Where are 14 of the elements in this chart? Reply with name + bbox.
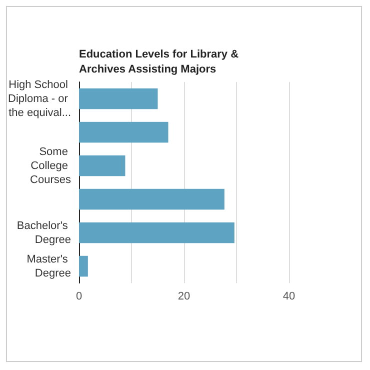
- y-tick-label: Bachelor's Degree: [16, 220, 71, 246]
- y-tick-label: Master's Degree: [26, 253, 71, 280]
- bar: [79, 222, 234, 244]
- chart-title: Education Levels for Library & Archives Assisting Majors: [79, 48, 242, 76]
- y-tick-label: High School Diploma - or the equival...: [8, 78, 71, 119]
- x-tick-label: 40: [282, 290, 296, 302]
- bar: [79, 188, 224, 210]
- bar: [79, 88, 158, 110]
- x-tick-label: 0: [76, 290, 82, 302]
- y-tick-label: Some College Courses: [30, 146, 72, 186]
- bar: [79, 122, 168, 143]
- bar: [79, 256, 88, 277]
- x-tick-label: 20: [178, 290, 190, 302]
- bar: [79, 155, 126, 176]
